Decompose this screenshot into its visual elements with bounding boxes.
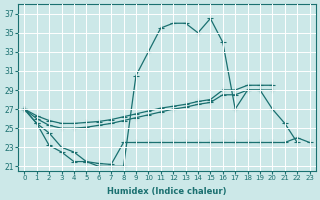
X-axis label: Humidex (Indice chaleur): Humidex (Indice chaleur) [107, 187, 227, 196]
